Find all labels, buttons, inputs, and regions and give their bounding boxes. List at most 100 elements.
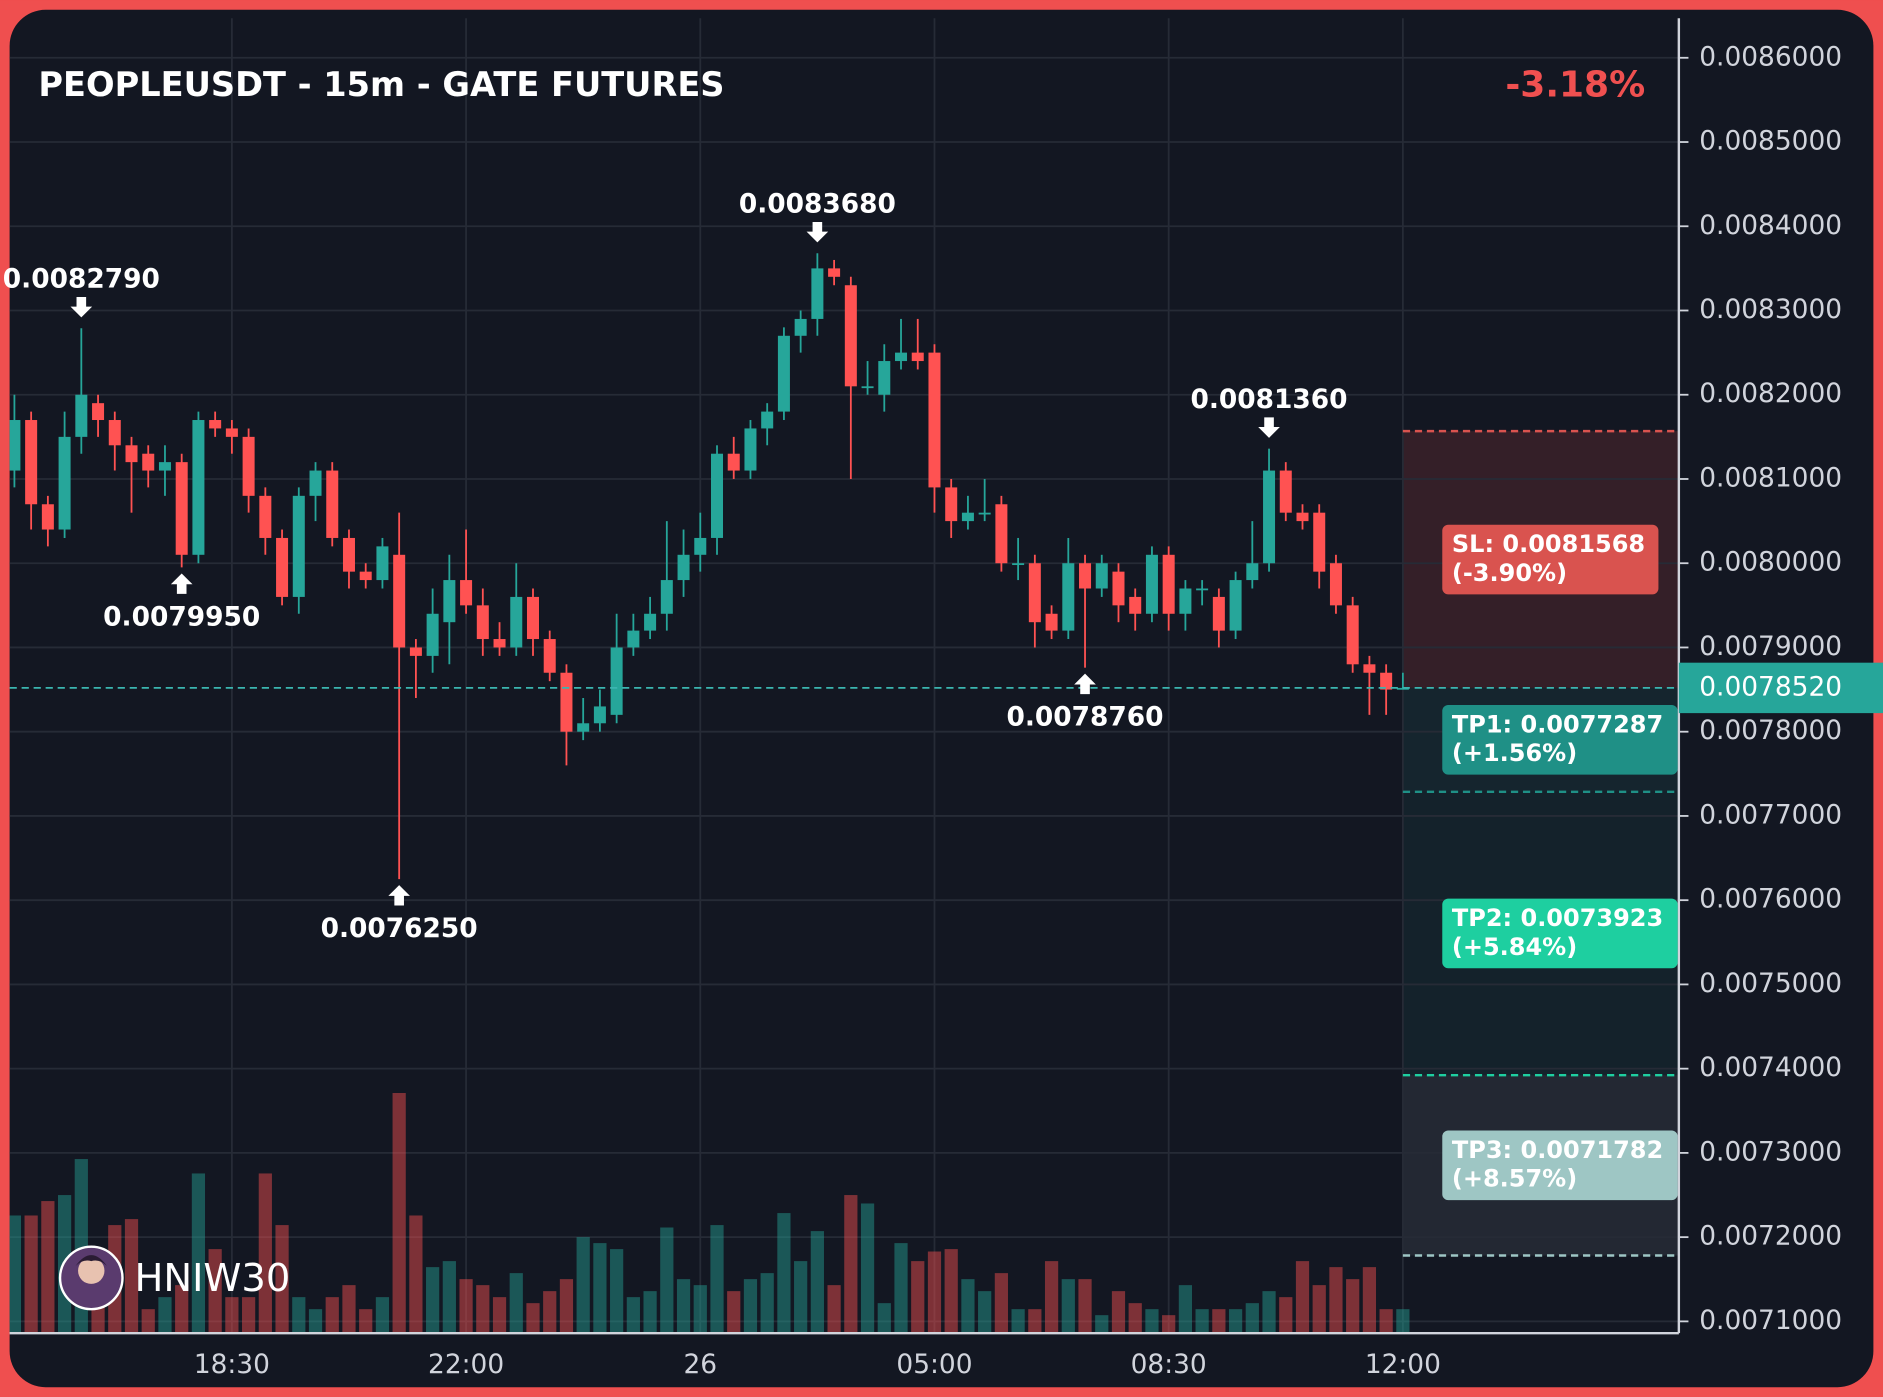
candle-body xyxy=(978,512,991,515)
annotations: 0.0082790 0.0079950 0.0076250 0.0083680 0.00… xyxy=(3,189,1348,944)
volume-bar xyxy=(693,1285,707,1334)
volume-bar xyxy=(777,1213,791,1334)
volume-bar xyxy=(676,1279,691,1334)
candle-body xyxy=(1263,470,1276,564)
volume-bar xyxy=(543,1291,557,1334)
volume-bar xyxy=(258,1173,272,1334)
volume-bar xyxy=(593,1243,607,1334)
candle-body xyxy=(9,420,21,471)
candle-body xyxy=(460,580,473,606)
candle-body xyxy=(1028,563,1041,623)
candle-body xyxy=(828,268,841,277)
candle-body xyxy=(1196,588,1209,591)
candle-body xyxy=(1112,571,1125,606)
volume-bar xyxy=(794,1261,808,1334)
volume-bar xyxy=(1212,1309,1226,1334)
level-change: (+8.57%) xyxy=(1452,1165,1577,1193)
candle-body xyxy=(192,420,205,555)
y-tick-label: 0.0080000 xyxy=(1699,547,1842,578)
candle-body xyxy=(510,596,523,648)
x-tick-label: 12:00 xyxy=(1365,1349,1441,1380)
y-tick-label: 0.0073000 xyxy=(1699,1136,1842,1167)
volume-bar xyxy=(1111,1291,1126,1334)
y-tick-label: 0.0086000 xyxy=(1699,41,1842,72)
candle-body xyxy=(844,285,857,387)
volume-bar xyxy=(643,1291,657,1334)
candle-body xyxy=(1079,563,1092,589)
low-label: 0.0079950 xyxy=(103,601,260,632)
candle-body xyxy=(761,411,774,429)
candle-body xyxy=(1246,563,1259,581)
level-box xyxy=(1442,898,1678,969)
candle-body xyxy=(292,495,305,597)
volume-bar xyxy=(626,1297,640,1334)
volume-bar xyxy=(308,1309,323,1334)
x-tick-label: 26 xyxy=(683,1349,717,1380)
y-tick-label: 0.0076000 xyxy=(1699,884,1842,915)
volume-bar xyxy=(24,1215,38,1334)
low-label: 0.0078760 xyxy=(1007,702,1164,733)
watermark: HNIW30 xyxy=(58,1245,291,1311)
watermark-text: HNIW30 xyxy=(135,1256,291,1301)
candle-body xyxy=(41,504,54,530)
candle-body xyxy=(660,580,673,614)
level-change: (+5.84%) xyxy=(1452,933,1577,961)
volume-bar xyxy=(860,1203,875,1334)
candle-body xyxy=(895,352,908,362)
volume-bar xyxy=(844,1195,858,1334)
candle-body xyxy=(25,420,38,505)
volume-bar xyxy=(1295,1261,1310,1334)
volume-bar xyxy=(325,1297,339,1334)
high-label: 0.0081360 xyxy=(1191,384,1348,415)
volume-bar xyxy=(124,1219,139,1334)
level-box xyxy=(1442,524,1659,595)
candle-body xyxy=(928,352,941,488)
volume-bar xyxy=(1279,1297,1293,1334)
candle-body xyxy=(225,428,238,437)
volume-bar xyxy=(526,1303,540,1334)
candle-body xyxy=(443,580,456,623)
volume-bar xyxy=(944,1249,958,1334)
candle-body xyxy=(1363,664,1376,673)
candle-body xyxy=(526,596,539,640)
y-tick-label: 0.0079000 xyxy=(1699,631,1842,662)
candle-body xyxy=(1145,554,1158,614)
level-lines xyxy=(9,429,1679,1257)
high-arrow xyxy=(806,221,829,243)
volume-bar xyxy=(191,1173,206,1334)
volume-bar xyxy=(978,1291,992,1334)
panel xyxy=(9,9,1874,1388)
volume-bar xyxy=(559,1279,574,1334)
volume-bar xyxy=(1011,1309,1025,1334)
volume-bar xyxy=(1362,1267,1377,1334)
candle-body xyxy=(543,639,556,673)
y-tick-label: 0.0072000 xyxy=(1699,1221,1842,1252)
avatar-hair xyxy=(75,1255,107,1266)
level-change: (+1.56%) xyxy=(1452,739,1577,767)
volume-bar xyxy=(810,1231,824,1334)
y-tick-label: 0.0074000 xyxy=(1699,1052,1842,1083)
candle-body xyxy=(142,453,155,471)
y-tick-label: 0.0071000 xyxy=(1699,1305,1842,1336)
level-label: SL: 0.0081568 xyxy=(1452,530,1645,558)
volume-bar xyxy=(292,1297,306,1334)
y-tick-label: 0.0077000 xyxy=(1699,799,1842,830)
candle-body xyxy=(1279,470,1292,513)
volume-bar xyxy=(9,1215,22,1334)
candle-body xyxy=(644,613,657,631)
candle-body xyxy=(610,647,623,715)
x-tick-label: 22:00 xyxy=(428,1349,504,1380)
candle-body xyxy=(560,672,573,732)
volume-bar xyxy=(743,1279,758,1334)
volume-bar xyxy=(927,1251,942,1334)
y-tick-label: 0.0081000 xyxy=(1699,462,1842,493)
volume-bar xyxy=(1228,1309,1243,1334)
candle-body xyxy=(711,453,724,538)
candle-body xyxy=(476,605,489,640)
candle-body xyxy=(627,630,640,648)
candle-body xyxy=(493,639,506,648)
candle-body xyxy=(1062,563,1075,631)
volume-bar xyxy=(1095,1315,1109,1334)
candle-body xyxy=(777,335,790,412)
